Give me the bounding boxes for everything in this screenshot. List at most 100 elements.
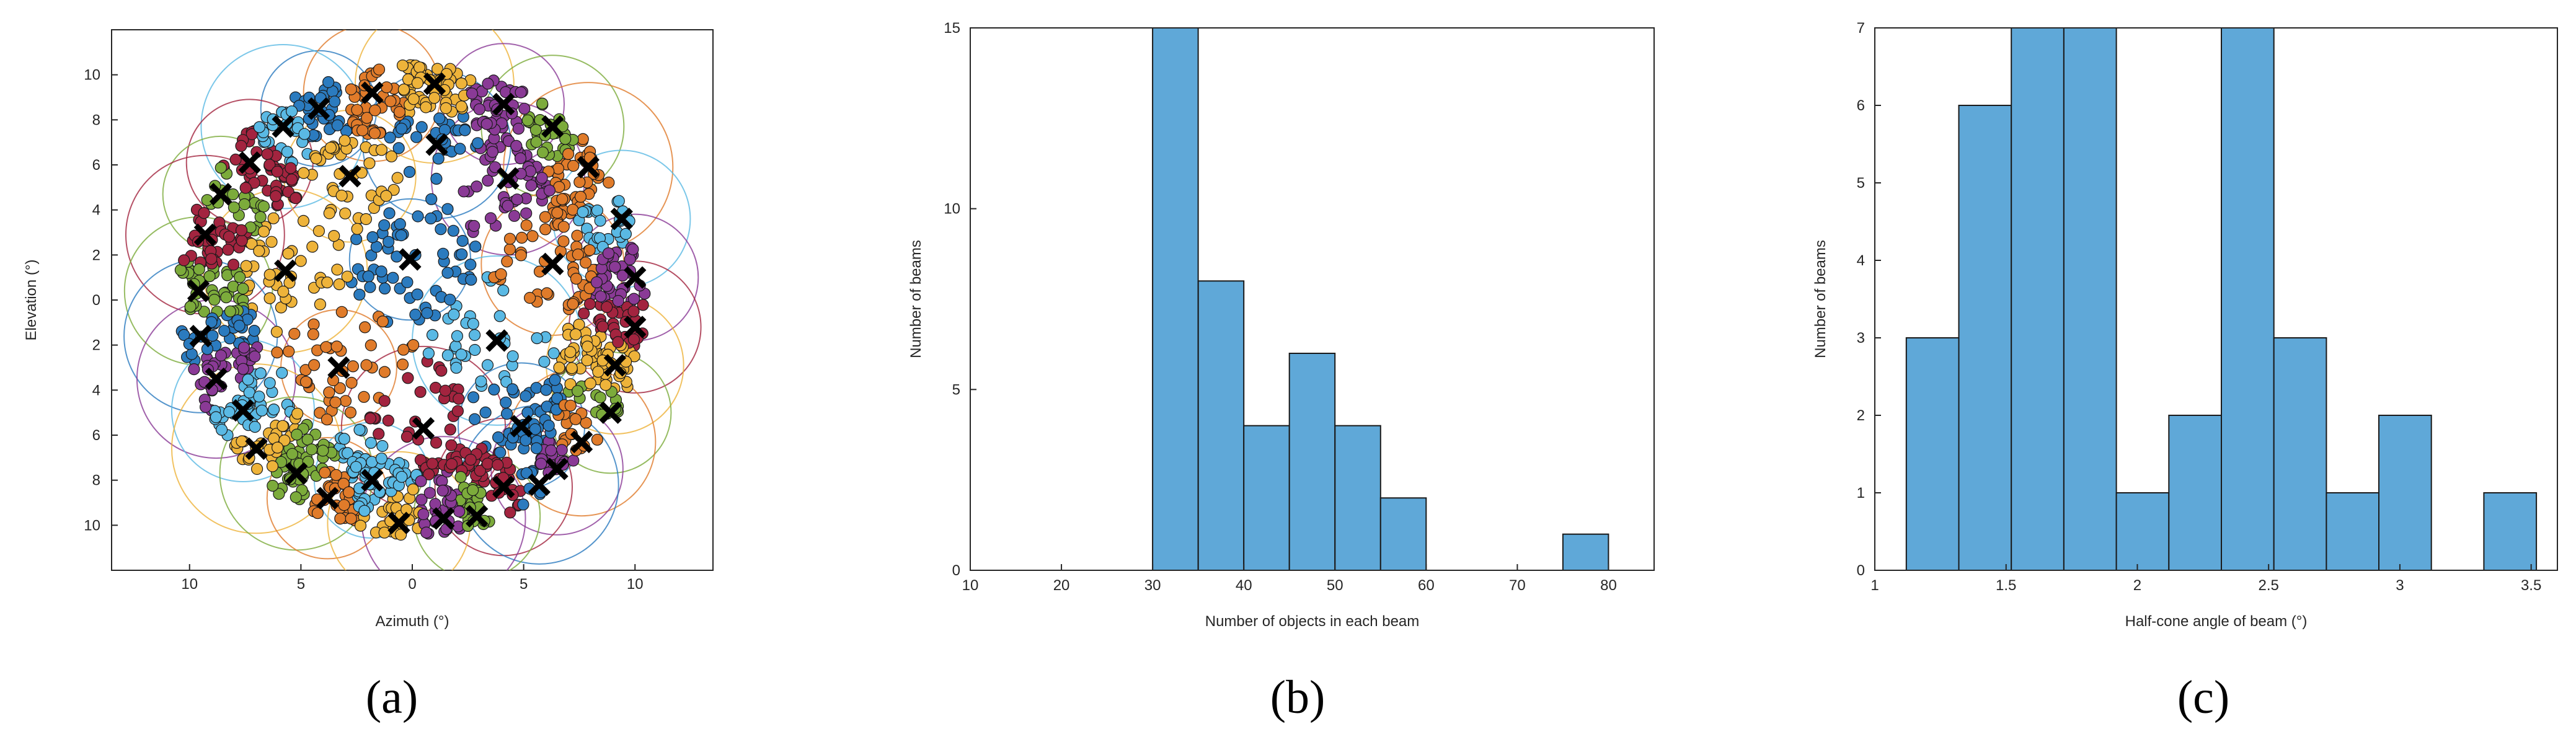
object-point <box>468 219 480 232</box>
histogram-bar <box>2115 492 2170 571</box>
object-point <box>380 190 392 202</box>
histogram-bar <box>2483 492 2538 571</box>
object-point <box>592 366 604 378</box>
y-tick-label: 1 <box>1857 485 1865 501</box>
object-point <box>358 391 370 403</box>
object-point <box>409 308 422 321</box>
object-point <box>324 141 337 154</box>
object-point <box>353 288 366 301</box>
object-point <box>341 270 353 283</box>
object-point <box>570 273 583 285</box>
x-tick-label: 40 <box>1236 577 1252 594</box>
object-point <box>235 224 248 236</box>
beam-center-marker <box>274 259 297 282</box>
object-point <box>253 245 265 257</box>
object-point <box>616 270 629 282</box>
object-point <box>223 406 236 418</box>
x-tick-label: 0 <box>408 576 416 593</box>
object-point <box>329 396 342 409</box>
x-tick-label: 70 <box>1509 577 1526 594</box>
object-point <box>425 212 437 224</box>
object-point <box>627 243 639 255</box>
object-point <box>254 211 267 223</box>
object-point <box>511 193 523 206</box>
object-point <box>464 453 477 466</box>
x-tick-label: 10 <box>962 577 979 594</box>
object-point <box>354 519 367 532</box>
object-point <box>601 301 613 313</box>
object-point <box>248 324 260 337</box>
object-point <box>251 462 263 475</box>
object-point <box>299 376 312 388</box>
object-point <box>335 306 348 318</box>
object-point <box>267 212 280 224</box>
object-point <box>530 442 542 454</box>
object-point <box>240 260 252 272</box>
object-point <box>278 434 291 447</box>
object-point <box>504 506 516 519</box>
object-point <box>271 346 283 359</box>
object-point <box>469 413 481 425</box>
object-point <box>556 120 569 133</box>
object-point <box>407 93 420 105</box>
object-point <box>222 244 234 256</box>
object-point <box>536 172 548 184</box>
object-point <box>322 76 335 89</box>
object-point <box>565 362 578 374</box>
object-point <box>500 407 513 420</box>
histogram-bar <box>2221 27 2275 571</box>
object-point <box>517 498 529 511</box>
object-point <box>397 343 410 356</box>
x-tick-label: 1 <box>1870 577 1879 594</box>
object-point <box>223 231 235 243</box>
histogram-bar <box>2168 415 2223 571</box>
object-point <box>306 443 318 456</box>
object-point <box>276 366 288 379</box>
object-point <box>360 359 373 371</box>
object-point <box>466 87 479 100</box>
histogram-bar <box>1958 105 2012 571</box>
object-point <box>447 224 459 237</box>
object-point <box>402 372 414 384</box>
object-point <box>536 146 549 159</box>
object-point <box>375 265 387 278</box>
object-point <box>331 263 343 276</box>
object-point <box>396 122 408 135</box>
beam-center-marker <box>339 164 361 188</box>
object-point <box>215 349 227 362</box>
beam-center-marker <box>510 415 533 438</box>
object-point <box>350 461 363 473</box>
object-point <box>479 406 492 419</box>
object-point <box>569 413 582 425</box>
object-point <box>543 184 556 197</box>
y-tick-label: 8 <box>92 112 100 128</box>
object-point <box>459 124 471 136</box>
object-point <box>423 487 436 499</box>
object-point <box>330 340 343 353</box>
object-point <box>291 407 304 420</box>
object-point <box>227 280 239 293</box>
object-point <box>590 276 603 288</box>
object-point <box>376 439 389 453</box>
object-point <box>556 193 569 205</box>
histogram-bar <box>1243 425 1290 572</box>
histogram-bar <box>2378 415 2432 571</box>
x-tick-label: 5 <box>520 576 528 593</box>
object-point <box>224 305 236 317</box>
y-tick-label: 0 <box>1857 562 1865 579</box>
object-point <box>397 83 410 95</box>
object-point <box>413 61 426 74</box>
object-point <box>290 192 302 205</box>
object-point <box>298 128 311 140</box>
object-point <box>255 404 268 417</box>
y-tick-label: 4 <box>92 202 100 219</box>
object-point <box>439 384 451 397</box>
object-point <box>529 423 541 435</box>
x-tick-label: 50 <box>1327 577 1343 594</box>
object-point <box>465 273 477 286</box>
object-point <box>520 467 533 479</box>
object-point <box>489 161 502 174</box>
object-point <box>468 329 481 342</box>
object-point <box>612 336 624 348</box>
